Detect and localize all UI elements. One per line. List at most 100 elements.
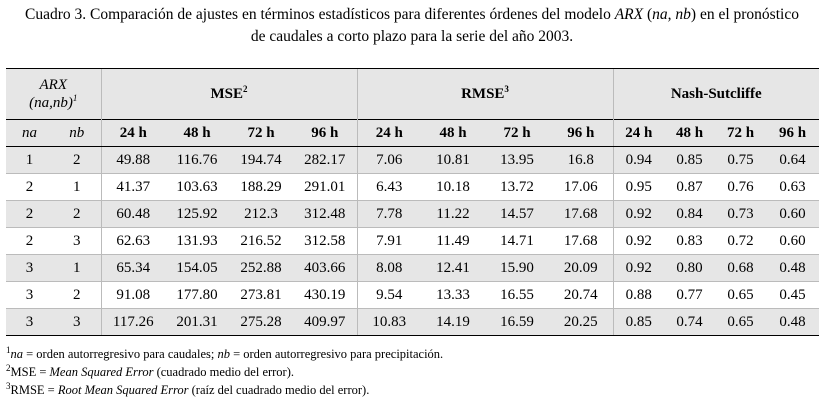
table-cell: 117.26 bbox=[100, 308, 165, 336]
table-cell: 0.45 bbox=[766, 281, 819, 309]
table-cell: 131.93 bbox=[165, 227, 229, 255]
col-header-horizon: 48 h bbox=[165, 119, 229, 147]
table-row: 3 1 65.34 154.05 252.88 403.66 8.08 12.41 15.90 2… bbox=[6, 254, 819, 282]
table-cell: 177.80 bbox=[165, 281, 229, 309]
col-header-horizon: 96 h bbox=[293, 119, 357, 147]
table-cell: 13.95 bbox=[485, 146, 549, 174]
table-cell: 125.92 bbox=[165, 200, 229, 228]
col-header-horizon: 48 h bbox=[421, 119, 485, 147]
table-cell: 11.22 bbox=[421, 200, 485, 228]
table-cell: 3 bbox=[53, 227, 101, 255]
table-cell: 216.52 bbox=[229, 227, 293, 255]
table-row: 2 3 62.63 131.93 216.52 312.58 7.91 11.49 14.71 1… bbox=[6, 227, 819, 255]
results-table: ARX (na,nb)1 MSE2 RMSE3 Nash-Sutcliffe n… bbox=[6, 68, 819, 336]
table-cell: 154.05 bbox=[165, 254, 229, 282]
table-cell: 14.57 bbox=[485, 200, 549, 228]
table-cell: 1 bbox=[53, 173, 101, 201]
table-cell: 9.54 bbox=[356, 281, 421, 309]
table-cell: 62.63 bbox=[100, 227, 165, 255]
table-body: 1 2 49.88 116.76 194.74 282.17 7.06 10.81 13.95 1… bbox=[6, 146, 819, 336]
table-cell: 41.37 bbox=[100, 173, 165, 201]
table-cell: 0.60 bbox=[766, 200, 819, 228]
arx-params: (na,nb)1 bbox=[29, 93, 78, 112]
table-cell: 0.65 bbox=[715, 281, 766, 309]
table-cell: 2 bbox=[53, 281, 101, 309]
table-cell: 2 bbox=[6, 173, 53, 201]
arx-header: ARX (na,nb)1 bbox=[6, 68, 101, 120]
footnote-2: 2MSE = Mean Squared Error (cuadrado medi… bbox=[6, 362, 295, 379]
table-cell: 49.88 bbox=[100, 146, 165, 174]
col-header-na: na bbox=[6, 119, 53, 147]
table-cell: 16.55 bbox=[485, 281, 549, 309]
table-cell: 0.85 bbox=[664, 146, 715, 174]
table-cell: 275.28 bbox=[229, 308, 293, 336]
table-cell: 3 bbox=[6, 308, 53, 336]
group-header-mse: MSE2 bbox=[100, 68, 357, 120]
table-cell: 0.88 bbox=[612, 281, 664, 309]
table-cell: 1 bbox=[6, 146, 53, 174]
group-header-rmse: RMSE3 bbox=[356, 68, 613, 120]
table-row: 2 1 41.37 103.63 188.29 291.01 6.43 10.18 13.72 1… bbox=[6, 173, 819, 201]
table-cell: 11.49 bbox=[421, 227, 485, 255]
col-header-horizon: 72 h bbox=[715, 119, 766, 147]
header-row-groups: ARX (na,nb)1 MSE2 RMSE3 Nash-Sutcliffe bbox=[6, 68, 819, 120]
col-header-horizon: 48 h bbox=[664, 119, 715, 147]
table-cell: 0.83 bbox=[664, 227, 715, 255]
col-header-horizon: 96 h bbox=[549, 119, 613, 147]
col-header-horizon: 24 h bbox=[100, 119, 165, 147]
table-cell: 252.88 bbox=[229, 254, 293, 282]
table-cell: 10.83 bbox=[356, 308, 421, 336]
table-cell: 201.31 bbox=[165, 308, 229, 336]
table-cell: 3 bbox=[53, 308, 101, 336]
table-cell: 3 bbox=[6, 254, 53, 282]
table-cell: 13.33 bbox=[421, 281, 485, 309]
table-cell: 12.41 bbox=[421, 254, 485, 282]
table-cell: 291.01 bbox=[293, 173, 357, 201]
col-header-horizon: 72 h bbox=[229, 119, 293, 147]
table-cell: 2 bbox=[6, 200, 53, 228]
table-cell: 17.06 bbox=[549, 173, 613, 201]
table-cell: 273.81 bbox=[229, 281, 293, 309]
table-cell: 0.48 bbox=[766, 308, 819, 336]
table-cell: 430.19 bbox=[293, 281, 357, 309]
table-cell: 7.91 bbox=[356, 227, 421, 255]
table-cell: 0.75 bbox=[715, 146, 766, 174]
table-cell: 10.18 bbox=[421, 173, 485, 201]
table-row: 3 2 91.08 177.80 273.81 430.19 9.54 13.33 16.55 2… bbox=[6, 281, 819, 309]
footnote-3: 3RMSE = Root Mean Squared Error (raíz de… bbox=[6, 380, 370, 397]
table-cell: 103.63 bbox=[165, 173, 229, 201]
table-cell: 60.48 bbox=[100, 200, 165, 228]
group-header-nash-sutcliffe: Nash-Sutcliffe bbox=[612, 68, 819, 120]
table-cell: 0.84 bbox=[664, 200, 715, 228]
col-header-horizon: 24 h bbox=[356, 119, 421, 147]
col-header-nb: nb bbox=[53, 119, 101, 147]
table-cell: 0.60 bbox=[766, 227, 819, 255]
table-cell: 312.48 bbox=[293, 200, 357, 228]
table-cell: 0.92 bbox=[612, 227, 664, 255]
table-cell: 7.78 bbox=[356, 200, 421, 228]
table-cell: 312.58 bbox=[293, 227, 357, 255]
table-cell: 91.08 bbox=[100, 281, 165, 309]
table-cell: 0.92 bbox=[612, 200, 664, 228]
table-cell: 0.72 bbox=[715, 227, 766, 255]
table-cell: 194.74 bbox=[229, 146, 293, 174]
table-cell: 0.80 bbox=[664, 254, 715, 282]
table-cell: 17.68 bbox=[549, 227, 613, 255]
table-cell: 16.8 bbox=[549, 146, 613, 174]
table-cell: 7.06 bbox=[356, 146, 421, 174]
table-cell: 2 bbox=[53, 146, 101, 174]
table-cell: 0.76 bbox=[715, 173, 766, 201]
table-cell: 20.09 bbox=[549, 254, 613, 282]
table-cell: 0.95 bbox=[612, 173, 664, 201]
arx-label: ARX bbox=[39, 77, 68, 93]
table-cell: 20.74 bbox=[549, 281, 613, 309]
table-cell: 20.25 bbox=[549, 308, 613, 336]
table-cell: 409.97 bbox=[293, 308, 357, 336]
table-cell: 116.76 bbox=[165, 146, 229, 174]
table-cell: 0.94 bbox=[612, 146, 664, 174]
table-cell: 0.74 bbox=[664, 308, 715, 336]
table-cell: 212.3 bbox=[229, 200, 293, 228]
table-cell: 6.43 bbox=[356, 173, 421, 201]
table-cell: 65.34 bbox=[100, 254, 165, 282]
footnotes: 1na = orden autorregresivo para caudales… bbox=[6, 345, 443, 399]
